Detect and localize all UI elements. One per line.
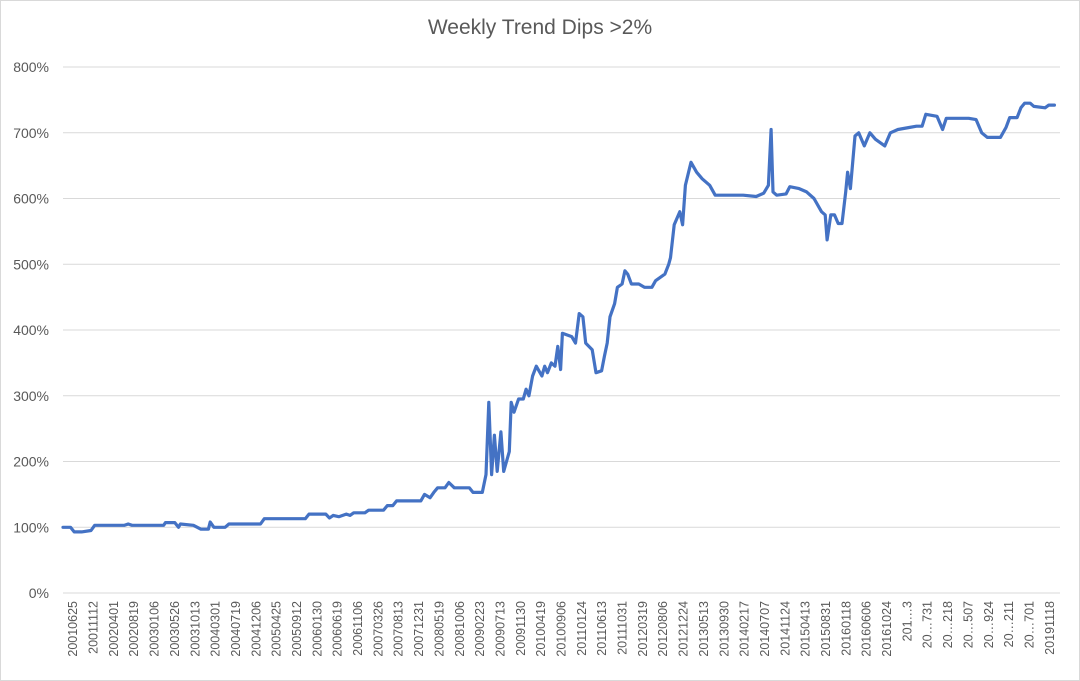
x-tick-label: 20…211 xyxy=(1002,601,1016,647)
x-tick-label: 20150831 xyxy=(819,601,833,657)
y-tick-label: 200% xyxy=(13,454,49,470)
x-tick-label: 20060619 xyxy=(331,601,345,657)
x-tick-label: 20120319 xyxy=(636,601,650,657)
x-tick-label: 20161024 xyxy=(880,601,894,657)
x-tick-label: 20020819 xyxy=(127,601,141,657)
y-axis-ticks: 0% 100% 200% 300% 400% 500% 600% 700% 800% xyxy=(13,59,49,601)
x-tick-label: 20011112 xyxy=(87,601,101,654)
x-tick-label: 20050425 xyxy=(270,601,284,657)
x-tick-label: 20090223 xyxy=(473,601,487,657)
x-tick-label: 20080519 xyxy=(432,601,446,657)
x-tick-label: 20…731 xyxy=(921,601,935,648)
y-tick-label: 100% xyxy=(13,519,49,535)
x-tick-label: 20060130 xyxy=(310,601,324,657)
x-tick-label: 20030106 xyxy=(148,601,162,657)
y-tick-label: 500% xyxy=(13,256,49,272)
y-tick-label: 600% xyxy=(13,191,49,207)
x-tick-label: 20071231 xyxy=(412,601,426,657)
x-tick-label: 20111031 xyxy=(616,601,630,655)
x-tick-label: 20090713 xyxy=(493,601,507,657)
gridlines xyxy=(63,66,1060,594)
x-tick-label: 20150413 xyxy=(799,601,813,657)
x-tick-label: 20061106 xyxy=(351,601,365,656)
x-tick-label: 20130930 xyxy=(717,601,731,657)
x-tick-label: 20040719 xyxy=(229,601,243,657)
x-tick-label: 20041206 xyxy=(249,601,263,657)
y-tick-label: 800% xyxy=(13,59,49,75)
x-tick-label: 20140217 xyxy=(738,601,752,657)
x-tick-label: 20100419 xyxy=(534,601,548,657)
x-tick-label: 20…924 xyxy=(982,601,996,648)
x-tick-label: 201…3 xyxy=(900,601,914,641)
x-tick-label: 20120806 xyxy=(656,601,670,657)
x-tick-label: 20…507 xyxy=(961,601,975,648)
chart-title: Weekly Trend Dips >2% xyxy=(427,16,653,39)
series-line xyxy=(61,101,1056,534)
x-tick-label: 20031013 xyxy=(188,601,202,657)
x-tick-label: 20100906 xyxy=(555,601,569,657)
x-tick-label: 20070813 xyxy=(392,601,406,657)
x-tick-label: 20110124 xyxy=(575,601,589,656)
x-tick-label: 20141124 xyxy=(778,601,792,656)
x-tick-label: 20140707 xyxy=(758,601,772,657)
x-tick-label: 20010625 xyxy=(66,601,80,657)
x-tick-label: 20020401 xyxy=(107,601,121,657)
x-tick-label: 20160606 xyxy=(860,601,874,657)
x-tick-label: 20081006 xyxy=(453,601,467,657)
x-tick-label: 20121224 xyxy=(677,601,691,657)
x-tick-label: 20130513 xyxy=(697,601,711,657)
x-tick-label: 20…218 xyxy=(941,601,955,648)
x-tick-label: 20050912 xyxy=(290,601,304,657)
x-tick-label: 20…701 xyxy=(1022,601,1036,648)
y-tick-label: 0% xyxy=(29,585,49,601)
x-tick-label: 20040301 xyxy=(209,601,223,657)
y-tick-label: 700% xyxy=(13,125,49,141)
y-tick-label: 400% xyxy=(13,322,49,338)
x-tick-label: 20030526 xyxy=(168,601,182,657)
x-tick-label: 20160118 xyxy=(839,601,853,656)
x-tick-label: 20110613 xyxy=(595,601,609,656)
x-tick-label: 20091130 xyxy=(514,601,528,656)
x-axis-ticks: 20010625 20011112 20020401 20020819 20030106… xyxy=(66,601,1057,657)
x-tick-label: 20191118 xyxy=(1043,601,1057,655)
x-tick-label: 20070326 xyxy=(371,601,385,657)
y-tick-label: 300% xyxy=(13,388,49,404)
